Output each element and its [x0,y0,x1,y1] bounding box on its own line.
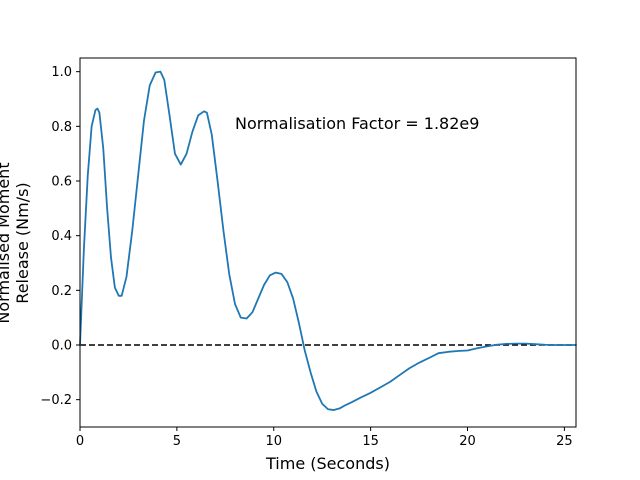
plot-area [80,58,576,427]
y-tick-label: 0.4 [51,229,72,244]
series-line-0 [79,70,577,411]
y-axis-label: Normalised Moment Release (Nm/s) [0,162,32,323]
annotation-text: Normalisation Factor = 1.82e9 [235,114,479,133]
y-axis-label-line-1: Normalised Moment [0,162,13,323]
y-axis-label-line-2: Release (Nm/s) [13,182,32,303]
y-tick-label: 0.0 [51,339,72,354]
x-tick-label: 5 [173,434,181,449]
x-tick-label: 20 [459,434,476,449]
y-tick-label: −0.2 [40,393,72,408]
y-tick-label: 0.2 [51,284,72,299]
y-tick-label: 0.8 [51,120,72,135]
x-tick-label: 15 [362,434,379,449]
x-axis-label: Time (Seconds) [265,454,390,473]
plot-frame [79,57,577,428]
x-tick-label: 10 [265,434,282,449]
y-tick-label: 1.0 [51,65,72,80]
x-tick-label: 25 [556,434,573,449]
x-tick-label: 0 [76,434,84,449]
y-tick-label: 0.6 [51,175,72,190]
